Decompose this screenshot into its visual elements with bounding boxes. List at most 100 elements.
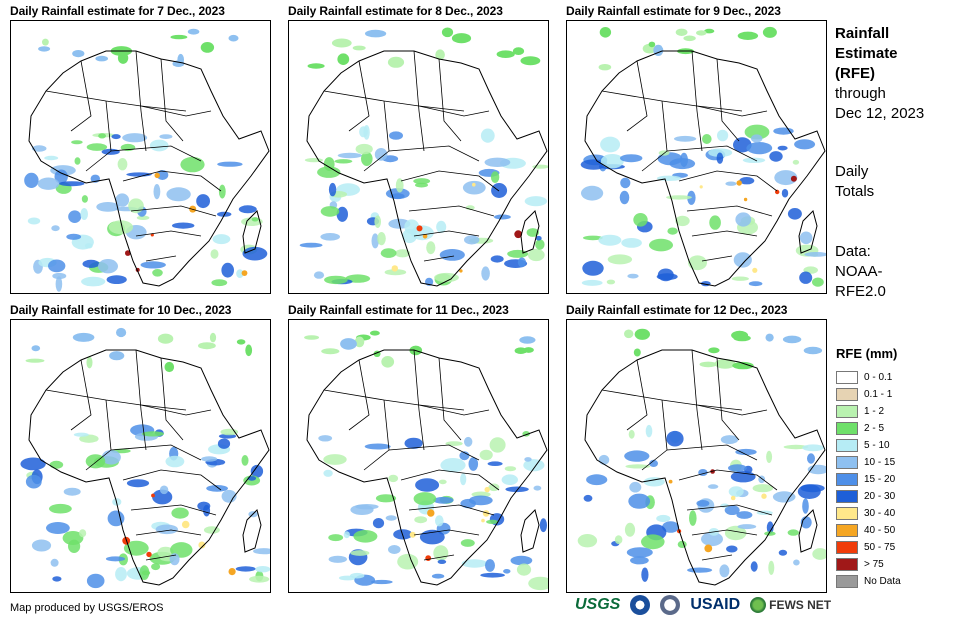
rain-area xyxy=(436,220,447,233)
rain-area xyxy=(228,34,239,42)
rain-area xyxy=(299,242,323,248)
rain-area xyxy=(200,42,215,53)
rain-area xyxy=(350,572,365,579)
rain-area xyxy=(370,330,380,336)
rain-area xyxy=(209,332,217,343)
rain-area xyxy=(328,534,344,542)
rain-area xyxy=(441,27,454,38)
rain-area xyxy=(707,484,719,489)
rain-area xyxy=(42,38,49,46)
rain-area xyxy=(385,515,397,521)
rain-area xyxy=(520,56,541,66)
rain-area xyxy=(44,155,59,161)
rain-area xyxy=(624,522,636,537)
rain-area xyxy=(381,356,395,368)
rain-area xyxy=(459,451,470,461)
rain-area xyxy=(328,182,337,197)
country-border xyxy=(135,50,147,152)
rainfall-map xyxy=(288,20,549,294)
rain-area xyxy=(649,238,673,252)
rain-area xyxy=(72,50,85,58)
rain-area xyxy=(415,182,428,188)
rain-area xyxy=(320,233,340,241)
rain-area xyxy=(674,135,697,142)
country-border xyxy=(135,349,147,451)
rain-area xyxy=(54,169,68,184)
rain-area xyxy=(388,474,399,483)
country-border xyxy=(423,255,455,262)
rain-area xyxy=(27,217,41,225)
rain-area xyxy=(317,166,341,178)
rain-area xyxy=(96,202,120,212)
rain-area xyxy=(799,231,813,245)
rain-area xyxy=(106,275,127,284)
rain-area xyxy=(634,328,650,340)
rain-area xyxy=(115,193,130,207)
rain-area xyxy=(812,277,824,287)
rain-area xyxy=(471,491,491,498)
rain-area xyxy=(702,134,712,144)
rain-area xyxy=(86,356,93,369)
country-border xyxy=(716,58,740,142)
legend-swatch xyxy=(836,473,858,486)
heavy-rain-spot xyxy=(459,269,463,273)
country-border xyxy=(122,469,222,491)
rain-area xyxy=(628,493,651,509)
rain-area xyxy=(696,30,707,36)
rain-area xyxy=(714,358,736,369)
madagascar-coastline xyxy=(520,509,540,553)
country-border xyxy=(626,359,648,431)
rain-area xyxy=(136,215,150,220)
rain-area xyxy=(38,46,51,52)
rain-area xyxy=(505,486,529,493)
rain-area xyxy=(656,514,671,523)
rain-area xyxy=(71,140,83,145)
rain-area xyxy=(20,457,46,471)
rain-area xyxy=(159,134,173,139)
rain-area xyxy=(606,279,616,285)
rain-area xyxy=(619,190,630,205)
legend-label: 30 - 40 xyxy=(864,508,896,519)
rain-area xyxy=(404,437,423,449)
rain-area xyxy=(512,47,525,55)
rain-area xyxy=(728,464,747,472)
madagascar-coastline xyxy=(242,210,262,254)
rain-area xyxy=(415,478,440,492)
country-border xyxy=(601,90,743,112)
rain-area xyxy=(105,556,126,562)
rain-area xyxy=(217,161,243,167)
rain-area xyxy=(732,361,754,370)
side-title: Rainfall Estimate (RFE) through Dec 12, … xyxy=(835,24,924,124)
rain-area xyxy=(598,234,622,246)
rain-area xyxy=(464,235,480,245)
rain-area xyxy=(95,55,108,62)
rain-area xyxy=(460,539,475,547)
country-border xyxy=(70,359,92,431)
rain-area xyxy=(304,335,320,340)
rain-area xyxy=(437,559,447,564)
heavy-rain-spot xyxy=(484,486,490,493)
country-border xyxy=(388,145,480,162)
panel-title: Daily Rainfall estimate for 10 Dec., 202… xyxy=(10,303,232,317)
rain-area xyxy=(152,269,163,277)
rain-area xyxy=(31,539,52,552)
rain-area xyxy=(501,474,518,485)
country-border xyxy=(122,170,222,192)
rain-area xyxy=(82,259,100,268)
country-border xyxy=(423,554,455,561)
rain-area xyxy=(111,134,121,140)
country-border xyxy=(110,444,202,461)
rain-area xyxy=(629,481,642,493)
rain-area xyxy=(485,559,495,572)
rain-area xyxy=(577,534,598,548)
rain-area xyxy=(413,492,437,506)
rain-area xyxy=(630,556,649,565)
legend-label: 2 - 5 xyxy=(864,423,885,434)
rain-area xyxy=(307,63,325,69)
legend-item: > 75 xyxy=(836,556,901,573)
rain-area xyxy=(328,555,347,563)
rain-area xyxy=(321,348,340,355)
rain-area xyxy=(746,142,773,155)
rain-area xyxy=(337,53,350,65)
rain-area xyxy=(503,569,511,574)
